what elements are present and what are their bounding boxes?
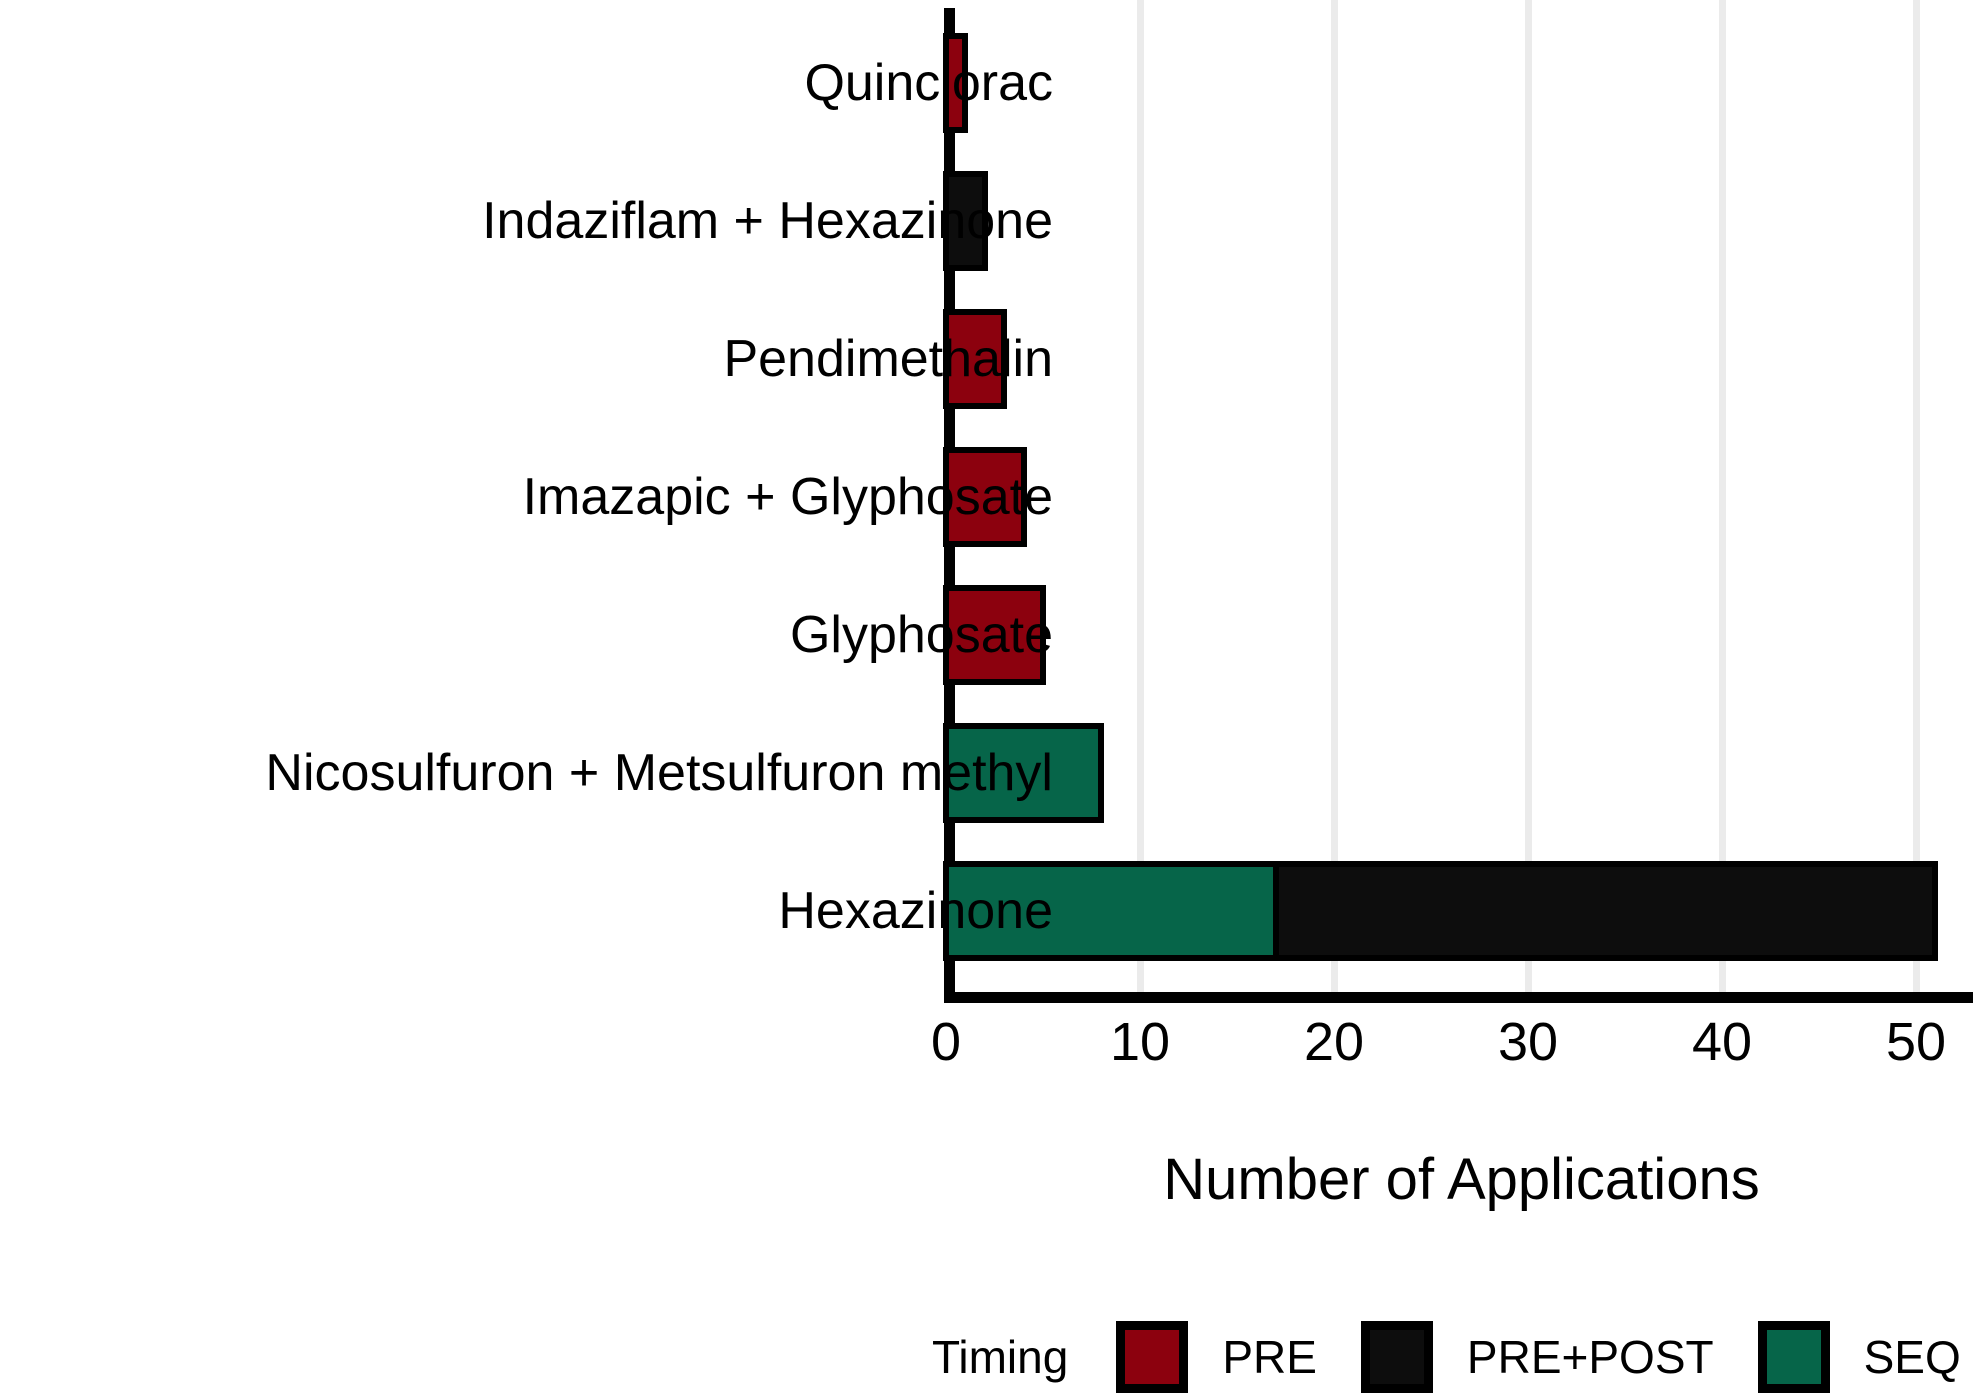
legend-item-pre: PRE: [1116, 1321, 1317, 1393]
category-label-imazapic-glyphosate: Imazapic + Glyphosate: [522, 468, 1053, 526]
gridline-x-30: [1524, 0, 1532, 992]
bar-segment-nicosulfuron-metsulfuron-methyl-seq: [943, 723, 1105, 823]
legend-title: Timing: [932, 1331, 1069, 1383]
x-tick-label-0: 0: [930, 1012, 962, 1072]
category-label-pendimethalin: Pendimethalin: [723, 330, 1053, 388]
legend-label-pre: PRE: [1222, 1331, 1317, 1383]
category-label-nicosulfuron-metsulfuron-methyl: Nicosulfuron + Metsulfuron methyl: [265, 744, 1053, 802]
x-axis-title: Number of Applications: [1163, 1147, 1760, 1212]
gridline-x-40: [1718, 0, 1726, 992]
category-label-indaziflam-hexazinone: Indaziflam + Hexazinone: [482, 192, 1053, 250]
bar-segment-quinclorac-pre: [943, 33, 969, 133]
category-label-hexazinone: Hexazinone: [778, 882, 1053, 940]
legend-swatch-seq: [1757, 1321, 1830, 1393]
x-tick-label-30: 30: [1497, 1012, 1559, 1072]
gridline-x-10: [1136, 0, 1144, 992]
gridline-x-20: [1330, 0, 1338, 992]
legend-label-pre-post: PRE+POST: [1466, 1331, 1714, 1383]
x-tick-label-50: 50: [1885, 1012, 1947, 1072]
legend-label-seq: SEQ: [1863, 1331, 1961, 1383]
x-tick-label-40: 40: [1691, 1012, 1753, 1072]
x-axis-line: [944, 992, 1973, 1003]
legend-swatch-pre: [1116, 1321, 1189, 1393]
legend-item-pre-post: PRE+POST: [1360, 1321, 1714, 1393]
gridline-x-50: [1912, 0, 1920, 992]
legend-item-seq: SEQ: [1757, 1321, 1961, 1393]
legend: Timing PRE PRE+POST SEQ: [932, 1318, 1961, 1396]
bar-segment-pendimethalin-pre: [943, 309, 1008, 409]
bar-segment-hexazinone-pre-post: [1272, 861, 1939, 961]
x-tick-label-10: 10: [1109, 1012, 1171, 1072]
category-label-quinclorac: Quinclorac: [804, 54, 1053, 112]
bar-segment-glyphosate-pre: [943, 585, 1046, 685]
bar-segment-hexazinone-seq: [943, 861, 1279, 961]
bar-segment-imazapic-glyphosate-pre: [943, 447, 1027, 547]
legend-items: PRE PRE+POST SEQ: [1116, 1321, 1961, 1393]
bar-segment-indaziflam-hexazinone-pre-post: [943, 171, 988, 271]
category-label-glyphosate: Glyphosate: [789, 606, 1053, 664]
x-tick-label-20: 20: [1303, 1012, 1365, 1072]
legend-swatch-pre-post: [1360, 1321, 1433, 1393]
